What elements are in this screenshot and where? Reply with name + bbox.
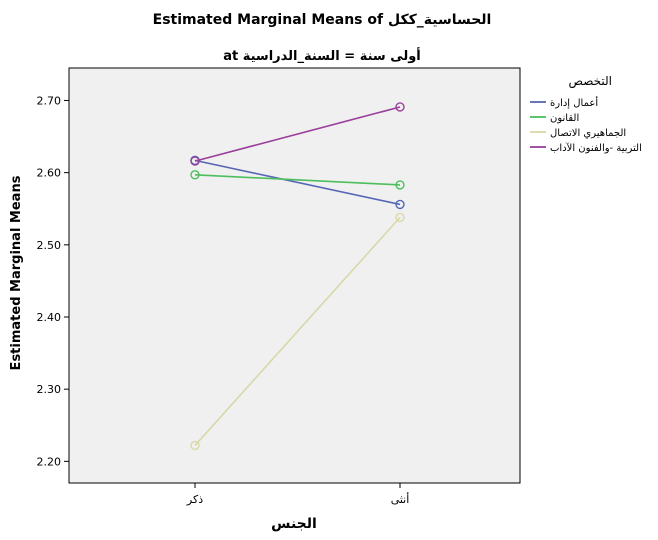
legend-label: القانون <box>550 113 579 124</box>
data-point <box>395 102 405 112</box>
plot-area <box>68 67 521 484</box>
chart-subtitle: at أولى سنة = السنة_الدراسية <box>223 47 421 64</box>
x-axis-ticks: ذكر أنثى <box>186 483 409 506</box>
x-tick-label: ذكر <box>186 493 203 506</box>
data-point <box>395 212 405 223</box>
series-points <box>190 102 405 451</box>
legend: التخصص أعمال إدارة القانون الجماهيري الاتص… <box>530 74 642 154</box>
legend-label: الجماهيري الاتصال <box>550 128 626 139</box>
legend-item: القانون <box>530 113 579 124</box>
y-tick-label: 2.40 <box>37 311 62 324</box>
y-tick-label: 2.60 <box>37 167 62 180</box>
legend-label: أعمال إدارة <box>550 96 598 109</box>
data-point <box>190 156 200 166</box>
y-tick-label: 2.20 <box>37 455 62 468</box>
data-point <box>395 199 405 210</box>
series-line <box>194 216 401 447</box>
legend-item: أعمال إدارة <box>530 96 598 109</box>
series-line <box>194 174 401 186</box>
data-point <box>190 440 200 451</box>
series-lines <box>194 106 401 447</box>
legend-label: التربية -والفنون الآداب <box>550 142 642 154</box>
y-tick-label: 2.70 <box>37 94 62 107</box>
legend-item: الجماهيري الاتصال <box>530 128 626 139</box>
data-point <box>395 180 405 190</box>
y-tick-label: 2.50 <box>37 239 62 252</box>
series-line <box>194 106 401 162</box>
legend-title: التخصص <box>569 74 612 89</box>
y-axis-ticks: 2.20 2.30 2.40 2.50 2.60 2.70 <box>37 94 69 468</box>
x-tick-label: أنثى <box>391 492 410 506</box>
chart-title: Estimated Marginal Means of الحساسية_ككل <box>153 12 492 28</box>
y-axis-label: Estimated Marginal Means <box>9 175 24 370</box>
series-line <box>194 159 401 206</box>
x-axis-label: الجنس <box>271 516 317 532</box>
y-tick-label: 2.30 <box>37 383 62 396</box>
legend-item: التربية -والفنون الآداب <box>530 142 642 154</box>
data-point <box>190 170 200 180</box>
